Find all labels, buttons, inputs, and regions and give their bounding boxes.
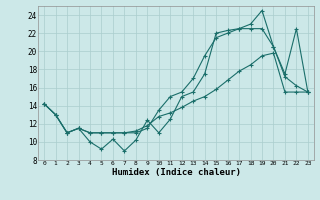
X-axis label: Humidex (Indice chaleur): Humidex (Indice chaleur) bbox=[111, 168, 241, 177]
